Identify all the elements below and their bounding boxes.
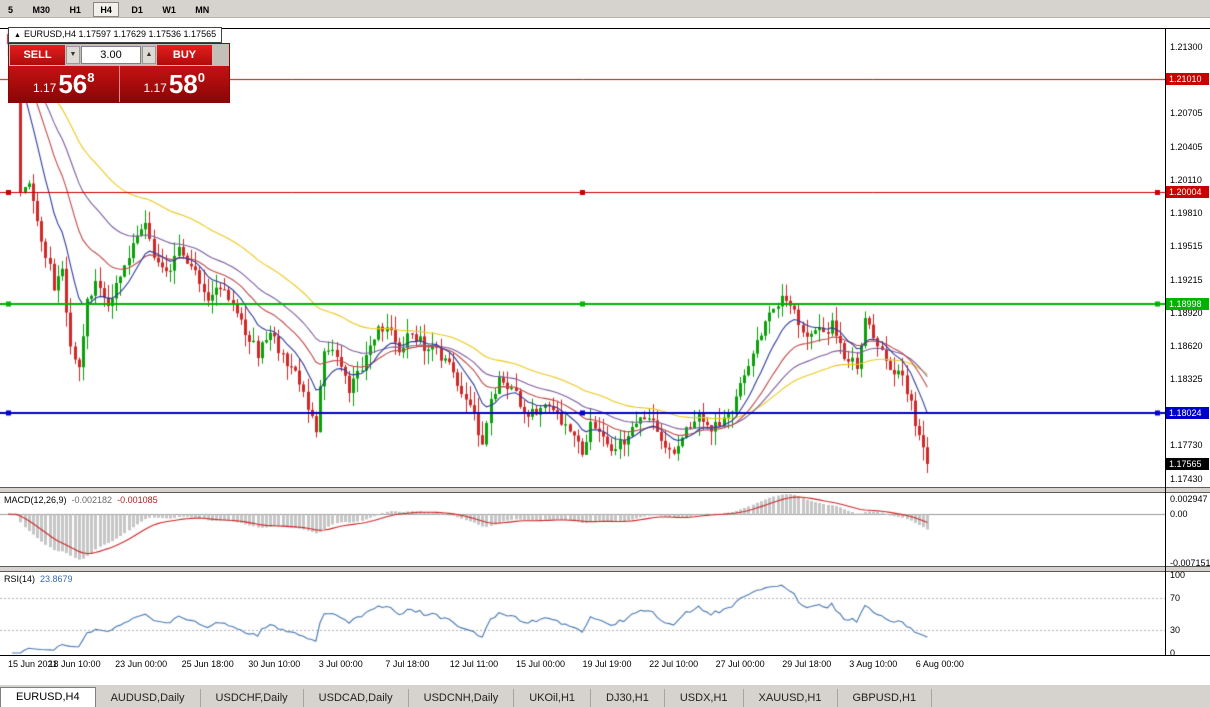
timeframe-button-mn[interactable]: MN [188,2,217,17]
macd-signal-value: -0.001085 [117,495,158,505]
main-chart-canvas[interactable] [0,28,1165,487]
rsi-indicator-label: RSI(14) 23.8679 [4,574,73,584]
one-click-trading-panel: SELL ▼ ▲ BUY 1.17 56 8 1.17 58 0 [8,43,230,103]
sell-price-big: 56 [58,69,88,99]
panel-separator-macd[interactable] [0,487,1210,493]
timeframe-button-m30[interactable]: M30 [25,2,57,17]
sell-price-display[interactable]: 1.17 56 8 [9,66,119,102]
tab-usdcnh-daily[interactable]: USDCNH,Daily [408,689,515,707]
time-axis [0,655,1210,680]
symbol-quote-header: ▲ EURUSD,H4 1.17597 1.17629 1.17536 1.175… [8,27,223,43]
timeframe-toolbar: 5 M30 H1 H4 D1 W1 MN [0,0,1210,18]
trade-controls-row: SELL ▼ ▲ BUY [9,44,229,66]
chart-top-border [0,28,1210,29]
tab-gbpusd-h1[interactable]: GBPUSD,H1 [837,689,933,707]
volume-increase-button[interactable]: ▲ [142,46,156,64]
sell-button[interactable]: SELL [10,45,65,65]
macd-panel-canvas[interactable] [0,493,1165,566]
tab-usdx-h1[interactable]: USDX,H1 [664,689,744,707]
tab-eurusd-h4[interactable]: EURUSD,H4 [0,687,96,707]
tab-audusd-daily[interactable]: AUDUSD,Daily [95,689,201,707]
symbol-ohlc-text: EURUSD,H4 1.17597 1.17629 1.17536 1.1756… [23,29,217,39]
tab-xauusd-h1[interactable]: XAUUSD,H1 [743,689,838,707]
rsi-panel-canvas[interactable] [0,572,1165,655]
buy-price-pipette: 0 [197,70,205,85]
sell-price-small: 1.17 [32,81,57,95]
tab-usdchf-daily[interactable]: USDCHF,Daily [200,689,304,707]
timeframe-button-5[interactable]: 5 [1,2,21,17]
timeframe-button-w1[interactable]: W1 [155,2,183,17]
buy-price-big: 58 [168,69,198,99]
tab-ukoil-h1[interactable]: UKOil,H1 [514,689,592,707]
buy-price-display[interactable]: 1.17 58 0 [118,66,230,102]
volume-decrease-button[interactable]: ▼ [66,46,80,64]
sell-price-pipette: 8 [87,70,95,85]
price-axis-border [1165,28,1166,655]
collapse-trade-panel-icon[interactable]: ▲ [14,32,21,39]
macd-main-value: -0.002182 [71,495,113,505]
buy-button[interactable]: BUY [157,45,212,65]
buy-price-small: 1.17 [143,81,167,95]
macd-name: MACD(12,26,9) [4,495,67,505]
tab-dj30-h1[interactable]: DJ30,H1 [591,689,665,707]
volume-input[interactable] [81,46,141,64]
rsi-name: RSI(14) [4,574,36,584]
tab-usdcad-daily[interactable]: USDCAD,Daily [303,689,409,707]
rsi-value: 23.8679 [40,574,73,584]
timeframe-button-d1[interactable]: D1 [124,2,150,17]
chart-tab-bar: EURUSD,H4 AUDUSD,Daily USDCHF,Daily USDC… [0,684,1210,707]
macd-indicator-label: MACD(12,26,9) -0.002182 -0.001085 [4,495,158,505]
timeframe-button-h4[interactable]: H4 [93,2,119,17]
timeframe-button-h1[interactable]: H1 [62,2,88,17]
trade-prices-row: 1.17 56 8 1.17 58 0 [9,66,229,102]
panel-separator-rsi[interactable] [0,566,1210,572]
